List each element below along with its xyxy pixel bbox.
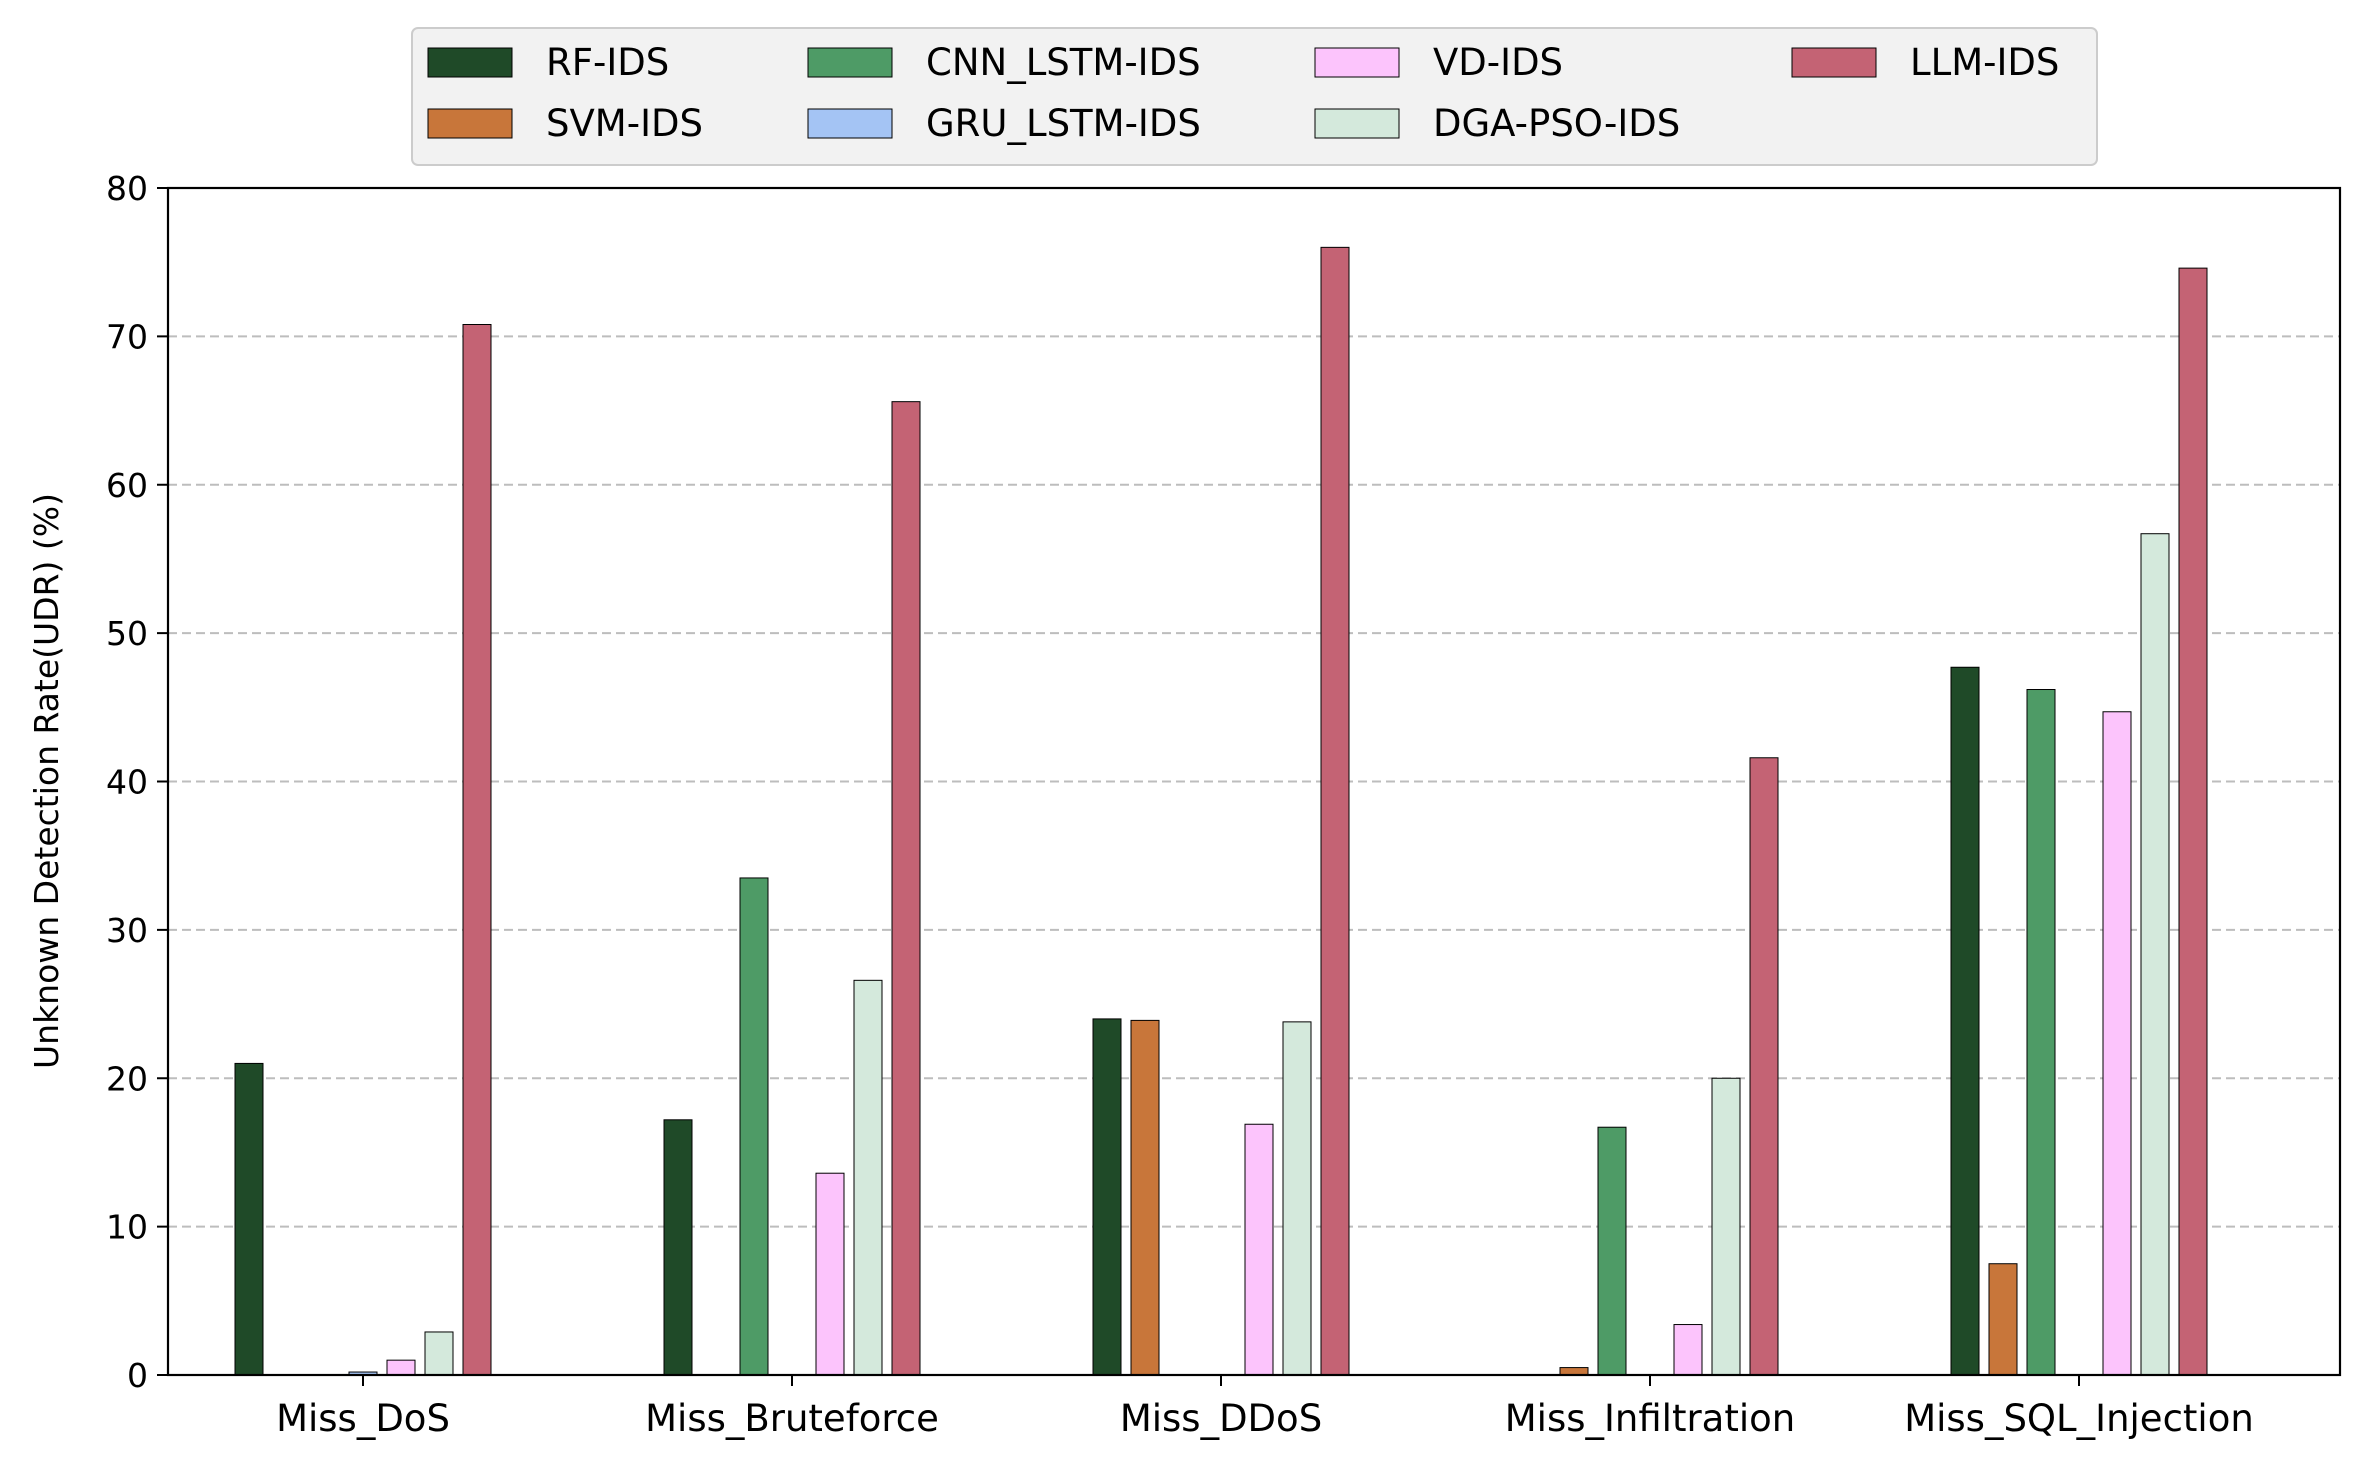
legend-swatch — [807, 108, 893, 139]
legend-swatch — [427, 47, 513, 78]
bar — [1559, 1367, 1589, 1376]
bar — [853, 979, 883, 1376]
x-axis: Miss_DoS Miss_Bruteforce Miss_DDoS Miss_Inf… — [276, 1375, 2254, 1440]
y-tick-label: 30 — [106, 911, 148, 950]
bar — [2140, 533, 2170, 1376]
y-tick-label: 20 — [106, 1059, 148, 1098]
bar — [815, 1172, 845, 1376]
legend-swatch — [1314, 108, 1400, 139]
y-tick-label: 50 — [106, 614, 148, 653]
legend-swatch — [1314, 47, 1400, 78]
bar — [1950, 666, 1980, 1376]
bar — [663, 1119, 693, 1376]
y-tick-label: 80 — [106, 169, 148, 208]
y-tick-label: 0 — [127, 1356, 148, 1395]
x-tick-label: Miss_SQL_Injection — [1904, 1397, 2254, 1440]
legend-entry: SVM-IDS — [546, 102, 703, 145]
bars — [234, 246, 2208, 1376]
bar — [1673, 1324, 1703, 1376]
bar — [1130, 1019, 1160, 1376]
bar — [739, 877, 769, 1376]
legend-entry: GRU_LSTM-IDS — [926, 102, 1201, 145]
legend-swatch — [427, 108, 513, 139]
bar — [1711, 1077, 1741, 1376]
bar — [1597, 1126, 1627, 1376]
x-tick-label: Miss_DDoS — [1120, 1397, 1322, 1440]
x-tick-label: Miss_Bruteforce — [645, 1397, 939, 1440]
bar — [1244, 1123, 1274, 1376]
bar — [1320, 246, 1350, 1376]
legend-entry: DGA-PSO-IDS — [1433, 102, 1680, 145]
bar — [891, 401, 921, 1376]
bar — [462, 324, 492, 1376]
bar — [2026, 689, 2056, 1376]
legend: RF-IDS SVM-IDS CNN_LSTM-IDS GRU_LSTM-IDS VD-… — [411, 27, 2098, 166]
bar — [1749, 757, 1779, 1376]
legend-swatch — [1791, 47, 1877, 78]
bar — [424, 1331, 454, 1376]
y-tick-label: 10 — [106, 1208, 148, 1247]
bar — [1092, 1018, 1122, 1376]
x-tick-label: Miss_Infiltration — [1505, 1397, 1795, 1440]
y-axis: 0 10 20 30 40 50 60 70 80 — [106, 169, 168, 1395]
bar — [386, 1359, 416, 1376]
bar — [234, 1062, 264, 1376]
y-axis-label: Unknown Detection Rate(UDR) (%) — [27, 493, 66, 1069]
bar — [2178, 267, 2208, 1376]
bar — [1988, 1263, 2018, 1376]
legend-entry: LLM-IDS — [1910, 41, 2059, 84]
y-tick-label: 60 — [106, 466, 148, 505]
y-tick-label: 70 — [106, 317, 148, 356]
y-tick-label: 40 — [106, 763, 148, 802]
legend-entry: RF-IDS — [546, 41, 669, 84]
legend-swatch — [807, 47, 893, 78]
legend-entry: VD-IDS — [1433, 41, 1563, 84]
x-tick-label: Miss_DoS — [276, 1397, 450, 1440]
legend-entry: CNN_LSTM-IDS — [926, 41, 1201, 84]
bar — [1282, 1021, 1312, 1376]
bar — [2102, 711, 2132, 1376]
